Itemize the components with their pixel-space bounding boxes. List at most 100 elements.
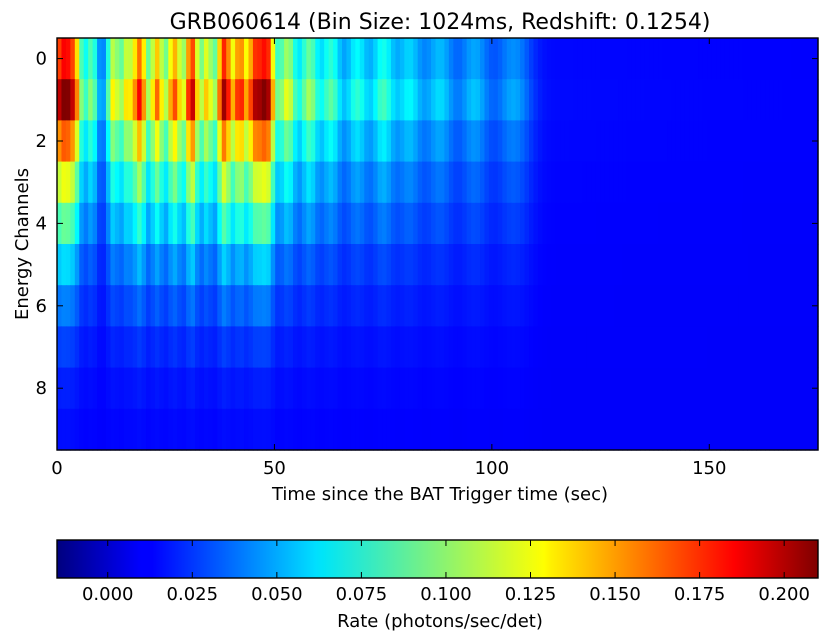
heatmap-cell — [355, 79, 361, 121]
heatmap-cell — [368, 367, 374, 410]
heatmap-cell — [765, 202, 771, 245]
heatmap-cell — [417, 367, 423, 410]
heatmap-cell — [662, 120, 668, 163]
heatmap-cell — [270, 244, 276, 286]
heatmap-cell — [609, 79, 615, 121]
heatmap-cell — [586, 244, 592, 286]
heatmap-cell — [57, 408, 63, 451]
heatmap-cell — [123, 79, 129, 121]
heatmap-cell — [600, 326, 606, 369]
heatmap-cell — [698, 79, 704, 121]
heatmap-cell — [466, 161, 472, 204]
heatmap-cell — [279, 161, 285, 204]
heatmap-cell — [212, 161, 218, 204]
heatmap-cell — [805, 408, 811, 451]
heatmap-cell — [684, 161, 690, 204]
colorbar — [56, 539, 819, 579]
heatmap-cell — [613, 285, 619, 327]
heatmap-cell — [778, 202, 784, 245]
heatmap-cell — [560, 244, 566, 286]
heatmap-cell — [226, 285, 232, 327]
heatmap-cell — [181, 285, 187, 327]
heatmap-cell — [279, 408, 285, 451]
heatmap-cell — [546, 161, 552, 204]
heatmap-cell — [395, 285, 401, 327]
heatmap-cell — [520, 367, 526, 410]
heatmap-cell — [809, 326, 815, 369]
heatmap-cell — [373, 38, 379, 80]
heatmap-cell — [453, 408, 459, 451]
heatmap-cell — [604, 161, 610, 204]
heatmap-cell — [586, 202, 592, 245]
heatmap-cell — [368, 285, 374, 327]
heatmap-cell — [266, 202, 272, 245]
heatmap-cell — [373, 244, 379, 286]
heatmap-cell — [435, 326, 441, 369]
heatmap-cell — [787, 161, 793, 204]
heatmap-cell — [520, 120, 526, 163]
heatmap-cell — [555, 79, 561, 121]
heatmap-cell — [520, 285, 526, 327]
heatmap-cell — [595, 79, 601, 121]
heatmap-cell — [226, 367, 232, 410]
heatmap-cell — [622, 120, 628, 163]
heatmap-cell — [640, 408, 646, 451]
y-tick-label: 0 — [36, 49, 47, 70]
heatmap-cell — [747, 367, 753, 410]
heatmap-cell — [417, 326, 423, 369]
heatmap-cell — [65, 326, 71, 369]
heatmap-cell — [689, 79, 695, 121]
heatmap-cell — [586, 326, 592, 369]
heatmap-cell — [203, 202, 209, 245]
heatmap-cell — [693, 408, 699, 451]
heatmap-cell — [569, 285, 575, 327]
heatmap-cell — [529, 161, 535, 204]
heatmap-cell — [373, 202, 379, 245]
heatmap-cell — [315, 161, 321, 204]
heatmap-cell — [609, 120, 615, 163]
heatmap-cell — [83, 120, 89, 163]
heatmap-cell — [716, 120, 722, 163]
heatmap-cell — [796, 408, 802, 451]
heatmap-cell — [150, 326, 156, 369]
heatmap-cell — [395, 408, 401, 451]
heatmap-cell — [324, 408, 330, 451]
heatmap-cell — [497, 120, 503, 163]
heatmap-cell — [319, 408, 325, 451]
heatmap-cell — [163, 161, 169, 204]
heatmap-cell — [92, 120, 98, 163]
heatmap-cell — [341, 120, 348, 163]
heatmap-cell — [70, 408, 76, 451]
heatmap-cell — [546, 285, 552, 327]
heatmap-cell — [293, 120, 299, 163]
heatmap-cell — [488, 285, 494, 327]
heatmap-cell — [221, 202, 227, 245]
heatmap-cell — [747, 326, 753, 369]
heatmap-cell — [720, 79, 726, 121]
heatmap-cell — [293, 202, 299, 245]
heatmap-cell — [524, 244, 530, 286]
heatmap-cell — [742, 285, 748, 327]
heatmap-cell — [306, 38, 312, 80]
heatmap-cell — [716, 161, 722, 204]
heatmap-cell — [123, 285, 129, 327]
heatmap-cell — [350, 367, 356, 410]
heatmap-cell — [502, 285, 508, 327]
heatmap-cell — [101, 161, 107, 204]
heatmap-cell — [275, 326, 281, 369]
heatmap-cell — [137, 367, 143, 410]
heatmap-cell — [707, 38, 713, 80]
heatmap-cell — [79, 161, 85, 204]
heatmap-cell — [137, 326, 143, 369]
heatmap-cell — [244, 326, 250, 369]
heatmap-cell — [248, 202, 254, 245]
heatmap-cell — [662, 79, 668, 121]
heatmap-cell — [644, 285, 650, 327]
heatmap-cell — [515, 38, 521, 80]
heatmap-cell — [577, 161, 584, 204]
heatmap-cell — [520, 161, 526, 204]
heatmap-cell — [88, 285, 94, 327]
heatmap-cell — [680, 285, 686, 327]
heatmap-cell — [373, 326, 379, 369]
heatmap-cell — [235, 79, 241, 121]
